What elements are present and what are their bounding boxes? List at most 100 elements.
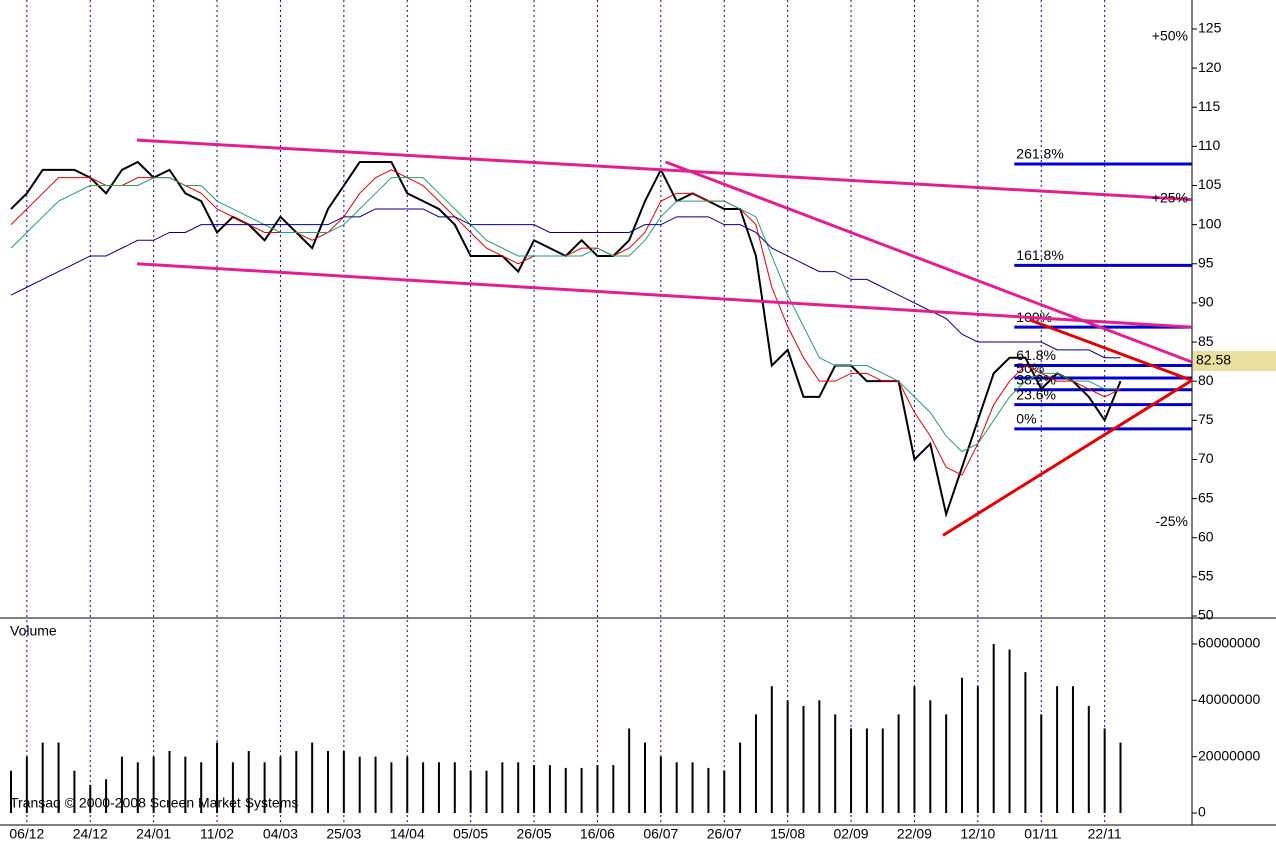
last-price-label: 82.58 [1196, 352, 1231, 368]
volume-bar [73, 770, 76, 813]
x-tick-label: 06/07 [643, 826, 678, 842]
volume-bar [628, 728, 631, 813]
volume-bar [1071, 686, 1074, 813]
x-tick-label: 26/07 [707, 826, 742, 842]
trendline [1029, 318, 1193, 382]
volume-bar [231, 762, 234, 813]
x-tick-label: 14/04 [390, 826, 425, 842]
x-tick-label: 22/11 [1088, 826, 1122, 842]
volume-bar [897, 714, 900, 813]
volume-bar [612, 765, 615, 813]
volume-bar [865, 728, 868, 813]
volume-bar [786, 700, 789, 813]
volume-bar [913, 686, 916, 813]
volume-bar [564, 767, 567, 813]
x-tick-label: 05/05 [453, 826, 488, 842]
trendline [665, 160, 1193, 364]
volume-bar [200, 762, 203, 813]
x-tick-label: 01/11 [1024, 826, 1058, 842]
volume-bar [453, 762, 456, 813]
y-tick-label: 65 [1198, 489, 1214, 505]
volume-bar [659, 756, 662, 813]
volume-bar [374, 756, 377, 813]
volume-bar [1024, 672, 1027, 813]
volume-bar [1056, 686, 1059, 813]
x-tick-label: 22/09 [897, 826, 932, 842]
percent-label: -25% [1155, 513, 1188, 529]
trendline [942, 379, 1193, 537]
y-tick-label: 90 [1198, 294, 1214, 310]
last-price-box [1193, 350, 1276, 371]
volume-bar [263, 762, 266, 813]
volume-bar [152, 756, 155, 813]
volume-bar [469, 770, 472, 813]
x-tick-label: 06/12 [9, 826, 44, 842]
price-line [10, 177, 1121, 453]
volume-bar [596, 765, 599, 813]
fib-label: 23.6% [1016, 386, 1056, 402]
volume-bar [437, 762, 440, 813]
x-tick-label: 25/03 [326, 826, 361, 842]
y-tick-label: 120 [1198, 59, 1222, 75]
volume-bar [548, 765, 551, 813]
volume-bar [723, 770, 726, 813]
x-tick-label: 26/05 [517, 826, 552, 842]
volume-bar [929, 700, 932, 813]
x-tick-label: 11/02 [200, 826, 234, 842]
y-tick-label: 115 [1198, 98, 1221, 114]
trendline [136, 262, 1192, 329]
volume-bar [136, 762, 139, 813]
x-tick-label: 24/12 [73, 826, 108, 842]
volume-bar [1087, 705, 1090, 813]
volume-bar [850, 728, 853, 813]
volume-bar [89, 784, 92, 813]
volume-tick-label: 40000000 [1198, 691, 1261, 707]
y-tick-label: 50 [1198, 607, 1214, 623]
y-tick-label: 85 [1198, 333, 1214, 349]
volume-bar [311, 742, 314, 813]
volume-bar [580, 767, 583, 813]
volume-bar [295, 751, 298, 813]
volume-bar [168, 751, 171, 813]
x-tick-label: 16/06 [580, 826, 615, 842]
x-tick-label: 12/10 [960, 826, 995, 842]
y-tick-label: 95 [1198, 254, 1214, 270]
volume-tick-label: 0 [1198, 804, 1206, 820]
volume-bar [279, 756, 282, 813]
volume-bar [881, 728, 884, 813]
volume-bar [770, 686, 773, 813]
volume-bar [818, 700, 821, 813]
volume-bar [976, 686, 979, 813]
y-tick-label: 75 [1198, 411, 1214, 427]
volume-bar [961, 677, 963, 813]
volume-bar [120, 756, 123, 813]
volume-tick-label: 20000000 [1198, 747, 1261, 763]
volume-tick-label: 60000000 [1198, 635, 1261, 651]
trendline [136, 138, 1192, 202]
y-tick-label: 125 [1198, 20, 1222, 36]
volume-bar [406, 756, 409, 813]
volume-bar [57, 742, 60, 813]
volume-bar [802, 705, 805, 813]
volume-bar [422, 762, 425, 813]
volume-bar [1119, 742, 1122, 813]
percent-label: +50% [1152, 27, 1188, 43]
volume-bar [358, 756, 361, 813]
volume-bar [25, 756, 28, 813]
volume-bar [1040, 714, 1043, 813]
fib-label: 261.8% [1016, 146, 1063, 162]
volume-bar [644, 742, 646, 813]
footer: Transaq © 2000-2008 Screen Market System… [10, 795, 298, 811]
volume-bar [533, 765, 536, 813]
y-tick-label: 105 [1198, 176, 1222, 192]
y-tick-label: 80 [1198, 372, 1214, 388]
volume-bar [342, 751, 345, 813]
percent-label: +25% [1152, 190, 1188, 206]
price-line [10, 208, 1121, 359]
y-tick-label: 110 [1198, 137, 1221, 153]
volume-bar [247, 751, 250, 813]
volume-bar [105, 779, 108, 813]
x-tick-label: 04/03 [263, 826, 298, 842]
volume-bar [327, 751, 329, 813]
